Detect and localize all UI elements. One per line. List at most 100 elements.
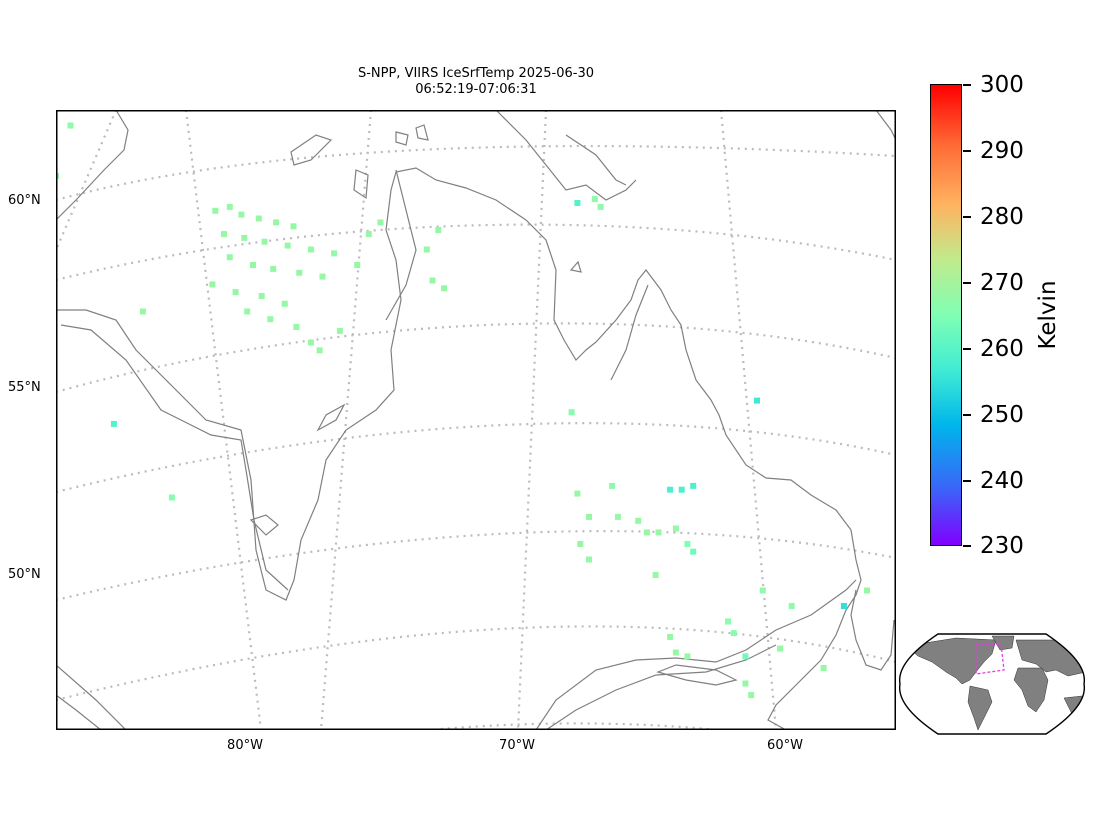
observation-point [441,285,448,292]
coast-southwest-edge [56,664,127,730]
coast-ungava [385,169,417,321]
observation-point [788,603,795,609]
coast-mansel [353,169,369,200]
observation-point [168,494,175,501]
coast-small-island-1 [395,131,409,146]
colorbar-label-300: 300 [980,72,1024,98]
colorbar [930,84,962,546]
observation-point [296,269,303,276]
observation-point [273,219,280,226]
observation-point [316,347,323,354]
coast-st-lawrence-south [545,644,777,730]
inset-greenland [991,635,1015,651]
observation-point [270,265,277,272]
observation-point [840,603,847,609]
coast-belcher [316,403,346,432]
colorbar-label-290: 290 [980,138,1024,164]
temperature-observations [56,122,870,699]
coast-eastern-edge [875,110,896,141]
coast-small-island-2 [415,124,429,141]
observation-point [586,556,592,563]
observation-point [290,223,297,230]
observation-point [655,529,662,536]
lat-label-55n: 55°N [8,380,41,395]
observation-point [67,122,74,129]
coast-newfoundland-west [850,589,895,671]
observation-point [672,649,679,656]
observation-point [777,645,784,652]
observation-point [284,242,291,249]
colorbar-tick [963,150,971,152]
world-locator-map [898,633,1086,735]
colorbar-tick [963,216,971,218]
observation-point [684,541,691,547]
coast-baffin-peninsula [565,134,627,186]
colorbar-tick [963,282,971,284]
colorbar-label-280: 280 [980,204,1024,230]
observation-point [678,486,685,493]
observation-point [635,517,642,524]
coast-james-bay-inner [60,324,289,591]
observation-point [244,308,251,315]
observation-point [667,634,674,640]
observation-point [652,572,659,578]
coast-akimiski [249,514,279,536]
observation-point [423,246,430,253]
observation-point [221,231,227,237]
colorbar-label-230: 230 [980,533,1024,559]
observation-point [293,324,300,330]
colorbar-tick [963,414,971,416]
parallel-60n [56,223,896,282]
observation-point [255,215,262,222]
observation-point [226,254,233,261]
inset-continents [905,635,1085,731]
observation-point [250,262,256,268]
meridian-65w [719,110,778,730]
observation-point [319,273,326,280]
observation-point [684,653,691,660]
observation-point [725,618,731,625]
inset-south-america [967,685,993,731]
coast-st-lawrence [535,579,857,730]
observation-point [643,529,650,536]
lat-label-50n: 50°N [8,567,41,582]
observation-point [614,513,621,520]
observation-point [226,203,233,210]
map-panel [56,110,896,730]
observation-point [238,211,245,218]
observation-point [110,420,117,427]
observation-point [742,680,749,687]
coastlines [56,110,896,730]
observation-point [742,653,749,660]
coast-anticosti [656,664,738,686]
observation-point [864,587,870,594]
observation-point [690,548,697,555]
meridian-85w [56,110,118,251]
colorbar-tick [963,480,971,482]
observation-point [568,409,575,416]
lon-label-60w: 60°W [767,738,803,753]
coast-hudson-south [56,167,862,730]
observation-point [577,541,584,547]
colorbar-label-270: 270 [980,270,1024,296]
observation-point [574,200,581,206]
observation-point [609,482,616,489]
observation-point [435,227,442,234]
observation-point [365,231,372,237]
observation-point [331,250,338,257]
coast-great-lakes-lower [56,694,102,730]
observation-point [307,339,314,346]
observation-point [354,262,361,268]
observation-point [258,293,265,299]
observation-point [748,692,755,699]
title-line-1: S-NPP, VIIRS IceSrfTemp 2025-06-30 [357,66,595,81]
inset-region-box [975,643,1005,675]
colorbar-label-260: 260 [980,336,1024,362]
parallel-55n [56,422,896,494]
map-title: S-NPP, VIIRS IceSrfTemp 2025-06-30 06:52… [56,66,896,98]
map-background [56,110,896,730]
map-border [56,110,896,730]
observation-point [429,277,436,284]
observation-point [281,300,288,307]
coast-southampton [290,134,333,166]
